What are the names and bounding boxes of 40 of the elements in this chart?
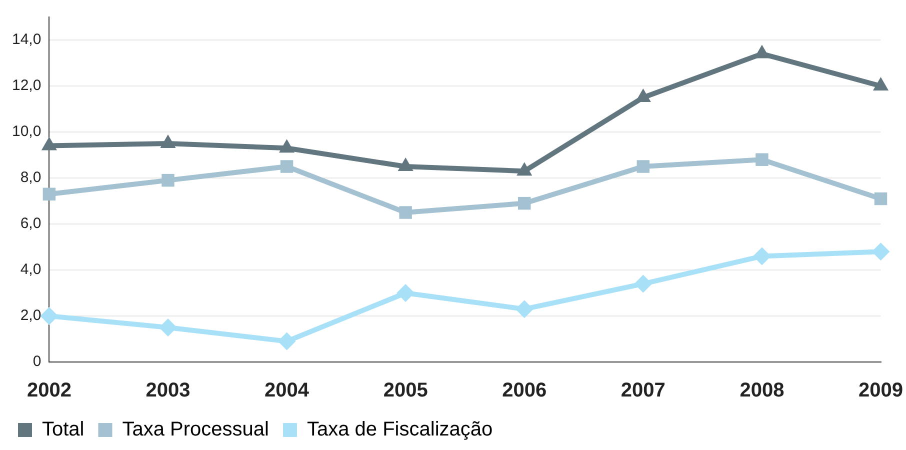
point	[278, 332, 296, 350]
point	[278, 139, 295, 153]
y-tick-label: 2,0	[20, 307, 42, 324]
y-tick-label: 0	[32, 353, 42, 370]
x-tick-label: 2003	[146, 380, 190, 402]
y-tick-label: 8,0	[20, 169, 42, 186]
point	[162, 174, 174, 187]
x-tick-label: 2007	[620, 380, 666, 402]
y-tick-label: 14,0	[12, 31, 42, 48]
point	[158, 318, 177, 336]
point	[160, 134, 176, 148]
x-tick-label: 2004	[264, 380, 310, 402]
point	[756, 153, 768, 166]
point	[515, 300, 534, 318]
x-tick-label: 2008	[740, 380, 784, 402]
x-tick-label: 2002	[26, 380, 72, 402]
point	[872, 77, 889, 90]
x-tick-label: 2009	[858, 380, 904, 402]
point	[396, 284, 415, 302]
point	[516, 162, 532, 176]
y-tick-label: 10,0	[12, 123, 42, 140]
y-tick-label: 4,0	[20, 261, 42, 278]
point	[42, 188, 56, 200]
point	[280, 160, 294, 173]
point	[398, 158, 414, 171]
point	[518, 196, 531, 210]
point	[752, 247, 771, 266]
legend-label: Total	[42, 418, 84, 441]
point	[40, 307, 58, 325]
x-tick-label: 2005	[383, 380, 428, 402]
point	[636, 160, 650, 173]
y-tick-label: 12,0	[12, 77, 42, 94]
point	[874, 192, 888, 206]
point	[634, 274, 652, 293]
y-tick-label: 6,0	[20, 215, 42, 232]
x-tick-label: 2006	[502, 380, 547, 402]
point	[41, 136, 57, 150]
point	[399, 206, 412, 219]
legend-label: Taxa Processual	[122, 418, 269, 441]
legend-label: Taxa de Fiscalização	[306, 418, 493, 441]
